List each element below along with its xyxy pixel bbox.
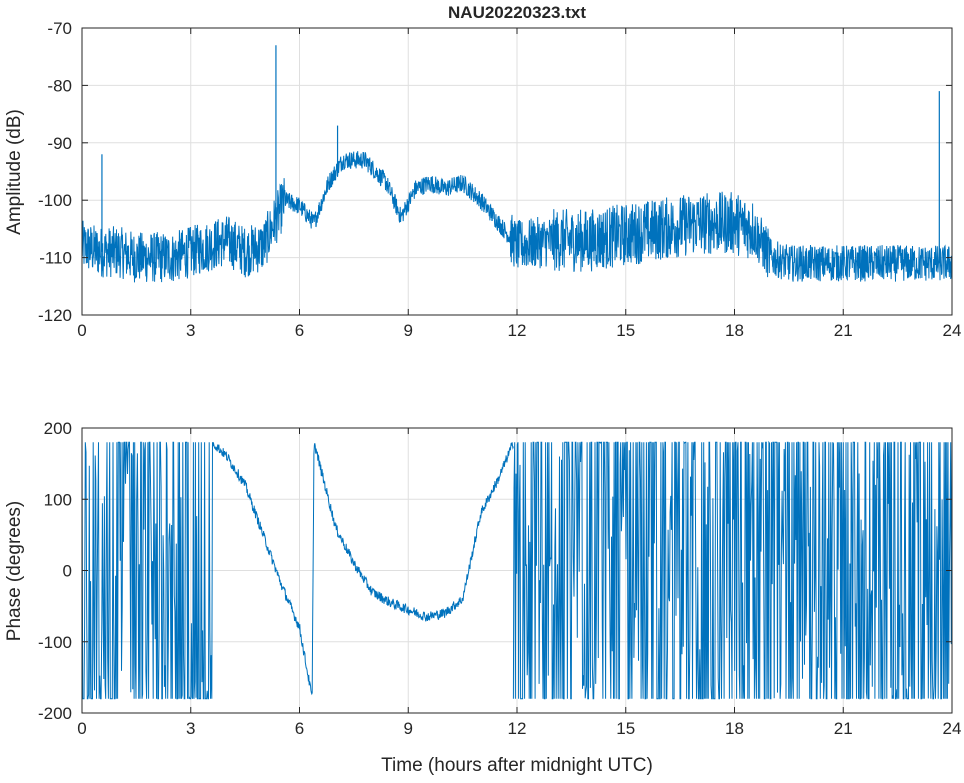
x-tick-label: 21 bbox=[834, 719, 853, 738]
x-tick-label: 9 bbox=[404, 321, 413, 340]
x-tick-label: 12 bbox=[508, 321, 527, 340]
y-tick-label: -100 bbox=[38, 191, 72, 210]
y-tick-label: -90 bbox=[47, 134, 72, 153]
x-tick-label: 21 bbox=[834, 321, 853, 340]
x-tick-label: 24 bbox=[943, 719, 962, 738]
phase-ylabel: Phase (degrees) bbox=[4, 501, 25, 641]
x-tick-label: 3 bbox=[186, 719, 195, 738]
x-tick-label: 24 bbox=[943, 321, 962, 340]
x-tick-label: 18 bbox=[725, 321, 744, 340]
phase-axes: 0 3 6 9 12 15 18 21 24 -200 -100 0 100 200 bbox=[38, 419, 961, 738]
x-tick-label: 12 bbox=[508, 719, 527, 738]
x-tick-label: 3 bbox=[186, 321, 195, 340]
y-tick-label: -120 bbox=[38, 306, 72, 325]
amplitude-ylabel: Amplitude (dB) bbox=[4, 109, 25, 235]
x-tick-label: 6 bbox=[295, 321, 304, 340]
x-tick-label: 15 bbox=[616, 321, 635, 340]
x-tick-label: 6 bbox=[295, 719, 304, 738]
phase-series-line bbox=[212, 442, 514, 696]
chart-title: NAU20220323.txt bbox=[448, 3, 586, 22]
x-tick-label: 9 bbox=[404, 719, 413, 738]
x-tick-label: 0 bbox=[77, 719, 86, 738]
x-tick-label: 18 bbox=[725, 719, 744, 738]
y-tick-label: -200 bbox=[38, 704, 72, 723]
y-tick-label: 200 bbox=[44, 419, 72, 438]
x-tick-label: 0 bbox=[77, 321, 86, 340]
y-tick-label: 100 bbox=[44, 490, 72, 509]
y-tick-label: -110 bbox=[39, 249, 72, 268]
amplitude-series-line bbox=[81, 151, 953, 283]
x-tick-label: 15 bbox=[616, 719, 635, 738]
y-tick-label: 0 bbox=[63, 562, 72, 581]
y-tick-label: -100 bbox=[38, 633, 72, 652]
phase-xlabel: Time (hours after midnight UTC) bbox=[381, 755, 653, 776]
amplitude-axes: 0 3 6 9 12 15 18 21 24 -120 -110 -100 -90 -80 -70 bbox=[38, 19, 961, 340]
y-tick-label: -80 bbox=[47, 76, 72, 95]
y-tick-label: -70 bbox=[47, 19, 72, 38]
phase-noisy-segment bbox=[512, 440, 953, 700]
phase-noisy-segment bbox=[81, 441, 213, 700]
